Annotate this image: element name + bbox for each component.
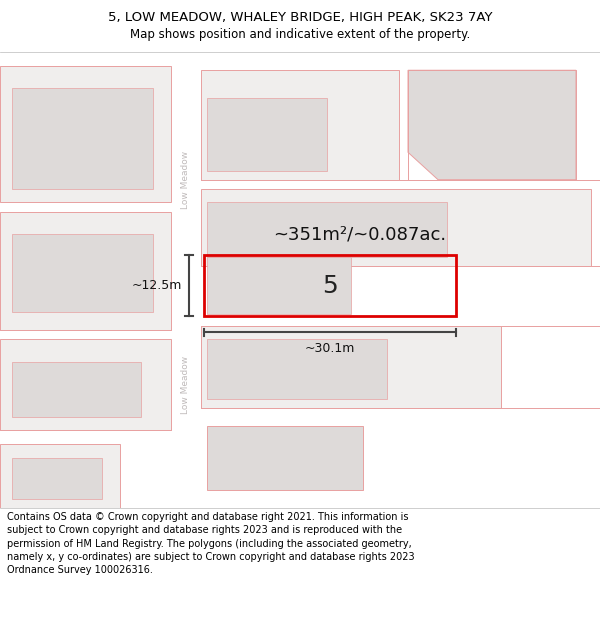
Bar [207, 339, 387, 399]
Text: ~12.5m: ~12.5m [131, 279, 182, 292]
Text: 5, LOW MEADOW, WHALEY BRIDGE, HIGH PEAK, SK23 7AY: 5, LOW MEADOW, WHALEY BRIDGE, HIGH PEAK,… [108, 11, 492, 24]
Bar [12, 458, 102, 499]
Text: Low Meadow: Low Meadow [182, 151, 191, 209]
Bar [201, 189, 591, 266]
Bar [207, 258, 351, 314]
Bar [12, 234, 153, 312]
Bar [408, 70, 576, 179]
Text: ~351m²/~0.087ac.: ~351m²/~0.087ac. [274, 226, 446, 243]
Bar [201, 70, 399, 179]
Bar [0, 66, 171, 203]
Bar [201, 326, 501, 408]
Text: 5: 5 [322, 274, 338, 298]
Bar [207, 426, 363, 490]
Bar [0, 444, 120, 508]
Bar [12, 89, 153, 189]
Text: Map shows position and indicative extent of the property.: Map shows position and indicative extent… [130, 28, 470, 41]
Text: ~30.1m: ~30.1m [305, 341, 355, 354]
Text: Low Meadow: Low Meadow [182, 356, 191, 414]
Bar [0, 212, 171, 330]
Bar [207, 98, 327, 171]
Bar [0, 339, 171, 431]
Text: Contains OS data © Crown copyright and database right 2021. This information is
: Contains OS data © Crown copyright and d… [7, 512, 415, 575]
Bar [12, 362, 141, 417]
Bar [171, 52, 201, 508]
Bar [204, 255, 456, 316]
Bar [207, 202, 447, 258]
Polygon shape [408, 70, 576, 179]
